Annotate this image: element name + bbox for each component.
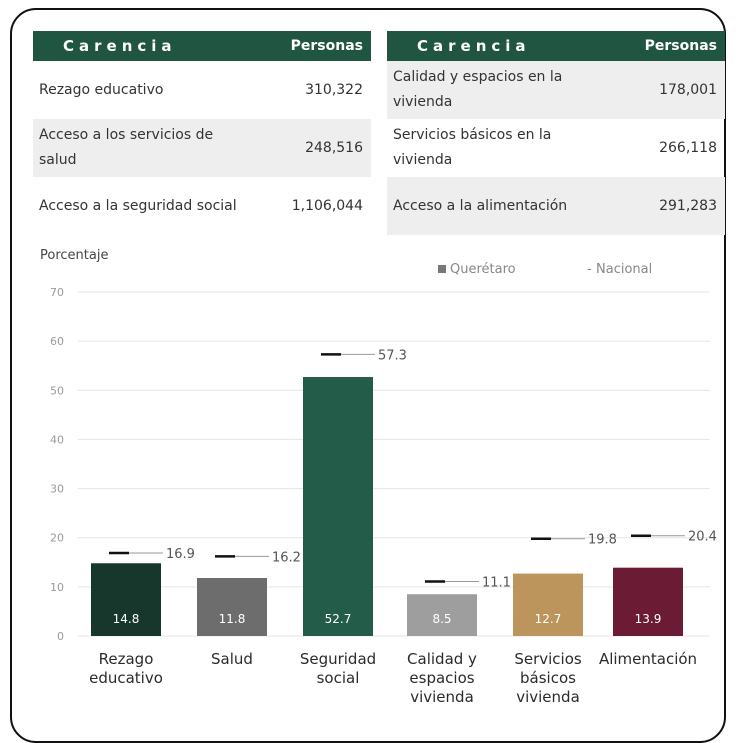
y-tick-label: 40 [50, 433, 64, 446]
plot-area: 0 10 20 30 40 50 60 70 14.8 11.8 52.7 8.5 12.7 13.9 16… [50, 286, 717, 706]
x-category-label: Salud [211, 650, 253, 668]
nacional-value-label: 16.9 [166, 547, 195, 562]
carencia-cell: Acceso a los servicios de salud [33, 119, 253, 177]
bar-value-label: 14.8 [113, 612, 140, 626]
bar-queretaro [613, 567, 683, 636]
bar-queretaro [513, 573, 583, 636]
legend-queretaro-swatch [438, 265, 446, 273]
x-category-label: social [317, 669, 360, 687]
personas-cell: 291,283 [613, 177, 725, 235]
legend: Querétaro - Nacional [438, 262, 652, 277]
x-category-label: Rezago [99, 650, 154, 668]
y-tick-label: 70 [50, 286, 64, 299]
bar-value-label: 12.7 [535, 612, 562, 626]
header-carencia: Carencia [33, 31, 253, 61]
nacional-value-label: 20.4 [688, 530, 717, 545]
y-tick-label: 20 [50, 532, 64, 545]
legend-nacional-marker: - [587, 262, 592, 277]
carencia-cell: Servicios básicos en la vivienda [393, 127, 552, 168]
personas-cell: 178,001 [613, 61, 725, 119]
bar-queretaro [91, 563, 161, 636]
carencias-bar-chart: Porcentaje Querétaro - Nacional 0 10 20 30 4… [40, 248, 717, 706]
bar-value-label: 13.9 [635, 612, 662, 626]
header-personas: Personas [253, 31, 371, 61]
x-category-label: educativo [89, 669, 163, 687]
bar-value-label: 8.5 [432, 612, 451, 626]
legend-nacional-label: Nacional [596, 262, 652, 277]
y-tick-label: 10 [50, 581, 64, 594]
carencia-cell: Calidad y espacios en la vivienda [387, 61, 613, 119]
bar-queretaro [407, 594, 477, 636]
x-category-label: vivienda [516, 688, 580, 706]
nacional-value-label: 16.2 [272, 550, 301, 565]
bar-queretaro [303, 377, 373, 636]
personas-cell: 310,322 [305, 81, 363, 98]
carencias-table-left: Carencia Personas Rezago educativo 310,3… [33, 31, 371, 235]
bar-value-label: 52.7 [325, 612, 352, 626]
header-carencia: Carencia [387, 31, 613, 61]
x-category-label: vivienda [410, 688, 474, 706]
x-category-label: Calidad y [407, 650, 477, 668]
bar-value-label: 11.8 [219, 612, 246, 626]
x-category-label: espacios [409, 669, 474, 687]
x-category-label: básicos [520, 669, 576, 687]
header-personas: Personas [613, 31, 725, 61]
y-axis-title: Porcentaje [40, 248, 108, 263]
carencia-cell: Acceso a la seguridad social [39, 197, 237, 214]
legend-queretaro-label: Querétaro [450, 262, 516, 277]
bar-queretaro [197, 578, 267, 636]
carencia-cell: Acceso a la alimentación [387, 177, 613, 235]
personas-cell: 248,516 [253, 119, 371, 177]
y-tick-label: 50 [50, 384, 64, 397]
x-category-label: Alimentación [599, 650, 697, 668]
personas-cell: 266,118 [659, 139, 717, 156]
nacional-value-label: 19.8 [588, 533, 617, 548]
personas-cell: 1,106,044 [291, 197, 363, 214]
y-tick-label: 30 [50, 483, 64, 496]
carencia-cell: Rezago educativo [39, 81, 164, 98]
x-category-label: Seguridad [300, 650, 376, 668]
y-tick-label: 60 [50, 335, 64, 348]
nacional-value-label: 11.1 [482, 575, 511, 590]
nacional-value-label: 57.3 [378, 348, 407, 363]
x-category-label: Servicios [514, 650, 582, 668]
y-tick-label: 0 [57, 630, 64, 643]
carencias-table-right: Carencia Personas Calidad y espacios en … [387, 31, 725, 235]
